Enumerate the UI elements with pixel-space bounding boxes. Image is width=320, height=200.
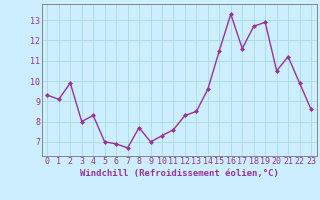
X-axis label: Windchill (Refroidissement éolien,°C): Windchill (Refroidissement éolien,°C): [80, 169, 279, 178]
